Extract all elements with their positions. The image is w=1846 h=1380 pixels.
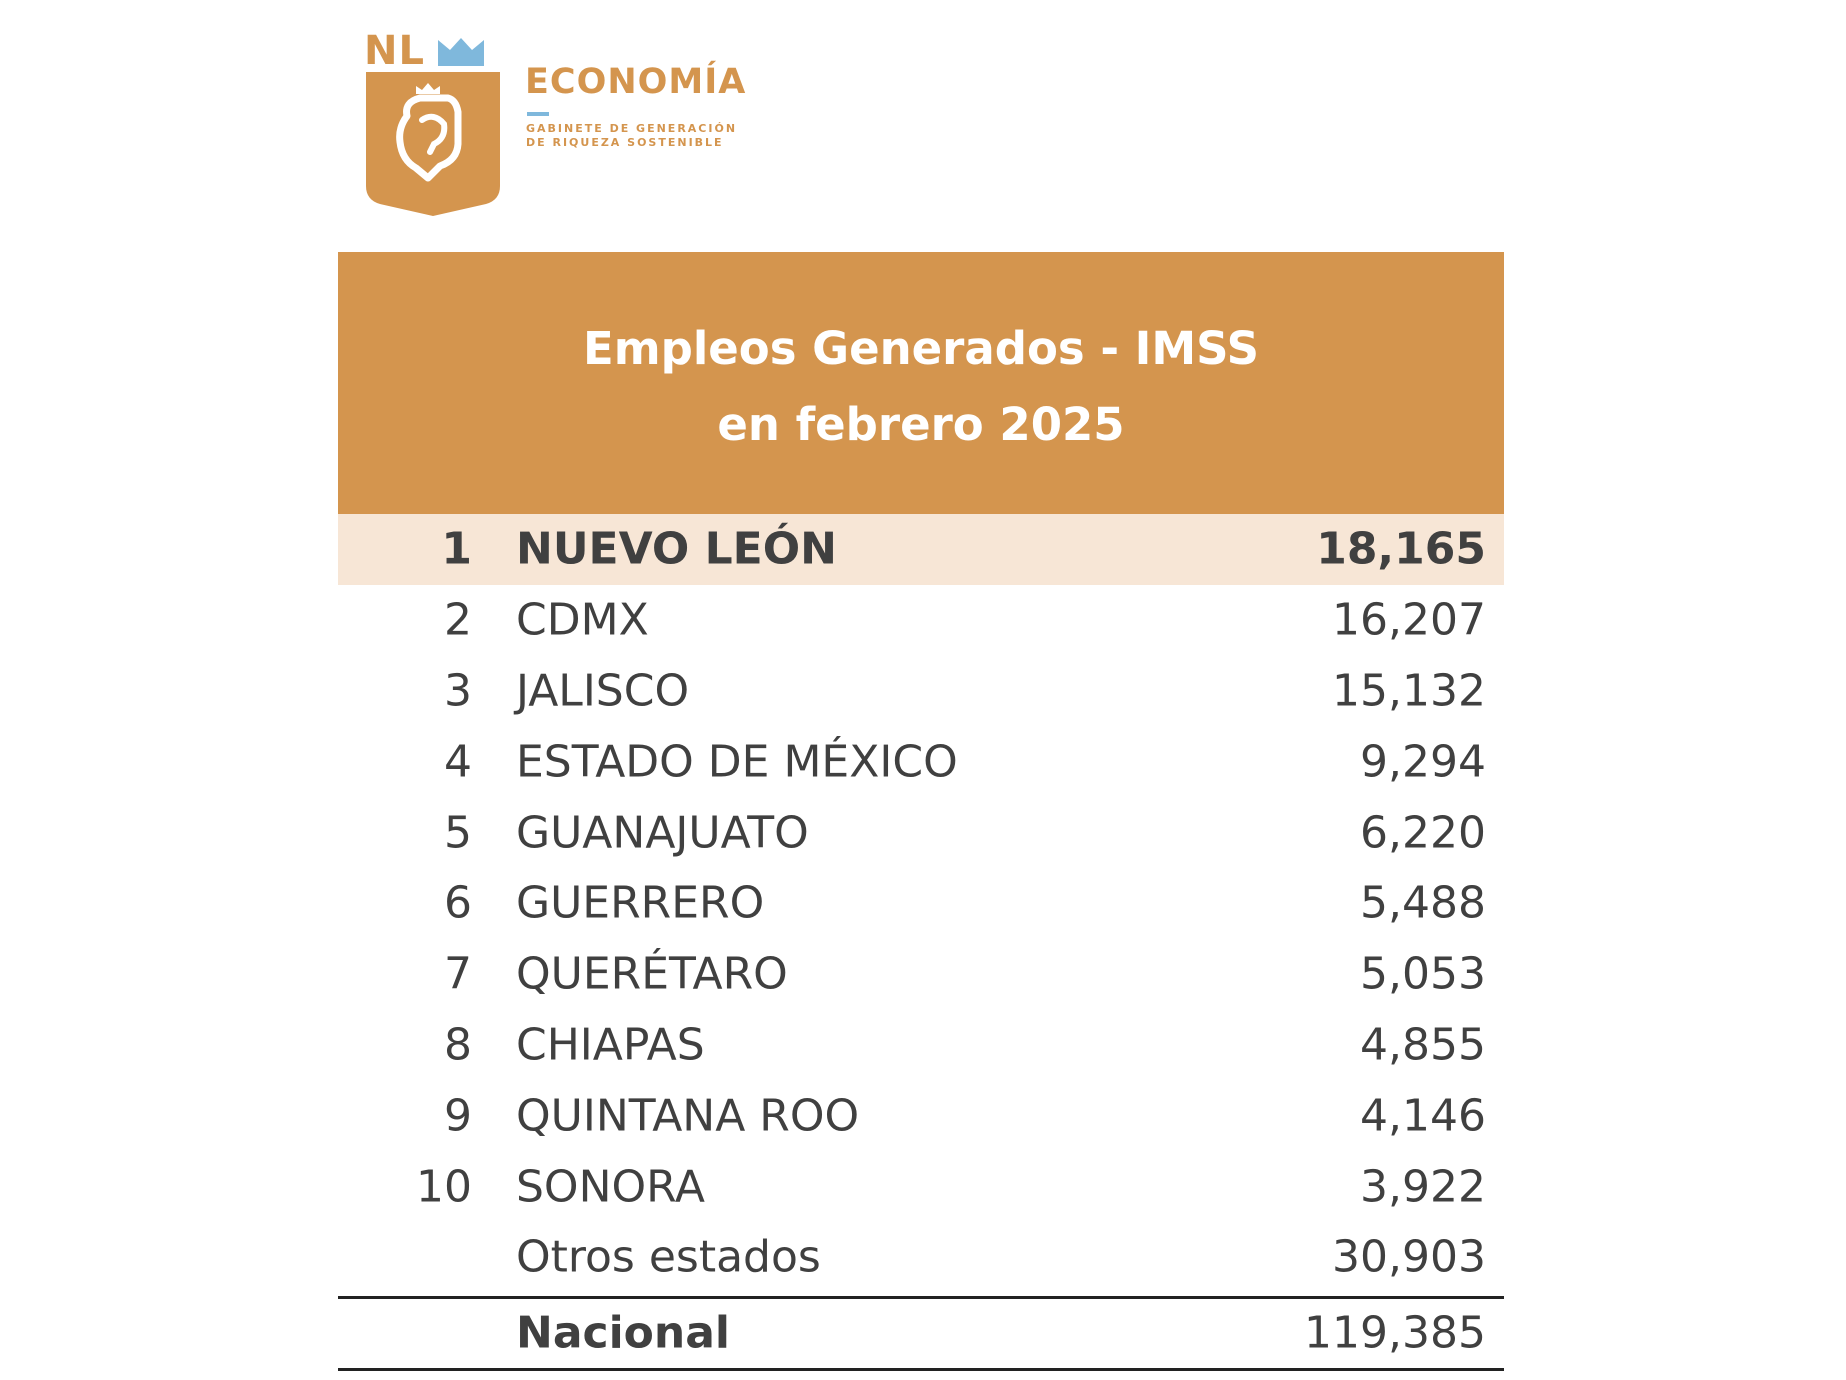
table-row: 10 SONORA 3,922	[338, 1151, 1504, 1222]
row-state: GUERRERO	[516, 877, 765, 929]
row-value: 16,207	[1332, 594, 1486, 646]
logo-accent-dash	[527, 112, 549, 116]
row-rank: 1	[441, 523, 472, 575]
row-rank: 10	[416, 1161, 472, 1213]
row-value: 15,132	[1332, 665, 1486, 717]
shield-lion-icon	[366, 38, 500, 216]
row-value: 6,220	[1360, 807, 1486, 859]
row-value: 4,146	[1360, 1090, 1486, 1142]
row-state: CDMX	[516, 594, 649, 646]
row-value: 9,294	[1360, 736, 1486, 788]
row-rank: 6	[444, 877, 472, 929]
table-row: 3 JALISCO 15,132	[338, 656, 1504, 727]
table-row: 6 GUERRERO 5,488	[338, 868, 1504, 939]
jobs-ranking-table: Empleos Generados - IMSS en febrero 2025…	[338, 252, 1504, 1371]
table-row: 5 GUANAJUATO 6,220	[338, 797, 1504, 868]
total-row: Nacional 119,385	[338, 1299, 1504, 1368]
row-rank: 8	[444, 1019, 472, 1071]
others-label: Otros estados	[516, 1231, 821, 1283]
logo-title: ECONOMÍA	[525, 62, 747, 102]
row-value: 5,488	[1360, 877, 1486, 929]
logo-subtitle: GABINETE DE GENERACIÓN DE RIQUEZA SOSTEN…	[526, 122, 796, 150]
row-state: QUERÉTARO	[516, 948, 788, 1000]
row-rank: 3	[444, 665, 472, 717]
row-rank: 7	[444, 948, 472, 1000]
row-state: SONORA	[516, 1161, 705, 1213]
table-row: 2 CDMX 16,207	[338, 585, 1504, 656]
total-divider-bottom	[338, 1367, 1504, 1371]
table-row: 4 ESTADO DE MÉXICO 9,294	[338, 726, 1504, 797]
row-state: ESTADO DE MÉXICO	[516, 736, 958, 788]
logo-nl-text: NL	[364, 28, 425, 74]
others-value: 30,903	[1332, 1231, 1486, 1283]
row-state: QUINTANA ROO	[516, 1090, 860, 1142]
row-rank: 9	[444, 1090, 472, 1142]
total-value: 119,385	[1304, 1307, 1486, 1359]
row-state: JALISCO	[516, 665, 690, 717]
row-value: 5,053	[1360, 948, 1486, 1000]
table-body: 1 NUEVO LEÓN 18,165 2 CDMX 16,207 3 JALI…	[338, 514, 1504, 1293]
row-rank: 2	[444, 594, 472, 646]
row-state: GUANAJUATO	[516, 807, 809, 859]
row-value: 3,922	[1360, 1161, 1486, 1213]
row-state: CHIAPAS	[516, 1019, 705, 1071]
table-row: 7 QUERÉTARO 5,053	[338, 939, 1504, 1010]
table-title-line1: Empleos Generados - IMSS	[583, 322, 1259, 375]
logo-subtitle-line2: DE RIQUEZA SOSTENIBLE	[526, 136, 724, 149]
logo-subtitle-line1: GABINETE DE GENERACIÓN	[526, 122, 738, 135]
total-divider-top	[338, 1295, 1504, 1299]
table-row: 9 QUINTANA ROO 4,146	[338, 1080, 1504, 1151]
economia-logo: NL ECONOMÍA GABINETE DE GENERACIÓN DE RI…	[360, 28, 780, 228]
table-row: 8 CHIAPAS 4,855	[338, 1010, 1504, 1081]
table-row: 1 NUEVO LEÓN 18,165	[338, 514, 1504, 585]
table-header: Empleos Generados - IMSS en febrero 2025	[338, 252, 1504, 514]
row-rank: 5	[444, 807, 472, 859]
total-label: Nacional	[516, 1307, 731, 1359]
row-value: 18,165	[1316, 523, 1486, 575]
row-state: NUEVO LEÓN	[516, 523, 837, 575]
row-rank: 4	[444, 736, 472, 788]
table-title-line2: en febrero 2025	[717, 398, 1125, 451]
others-row: Otros estados 30,903	[338, 1222, 1504, 1293]
row-value: 4,855	[1360, 1019, 1486, 1071]
